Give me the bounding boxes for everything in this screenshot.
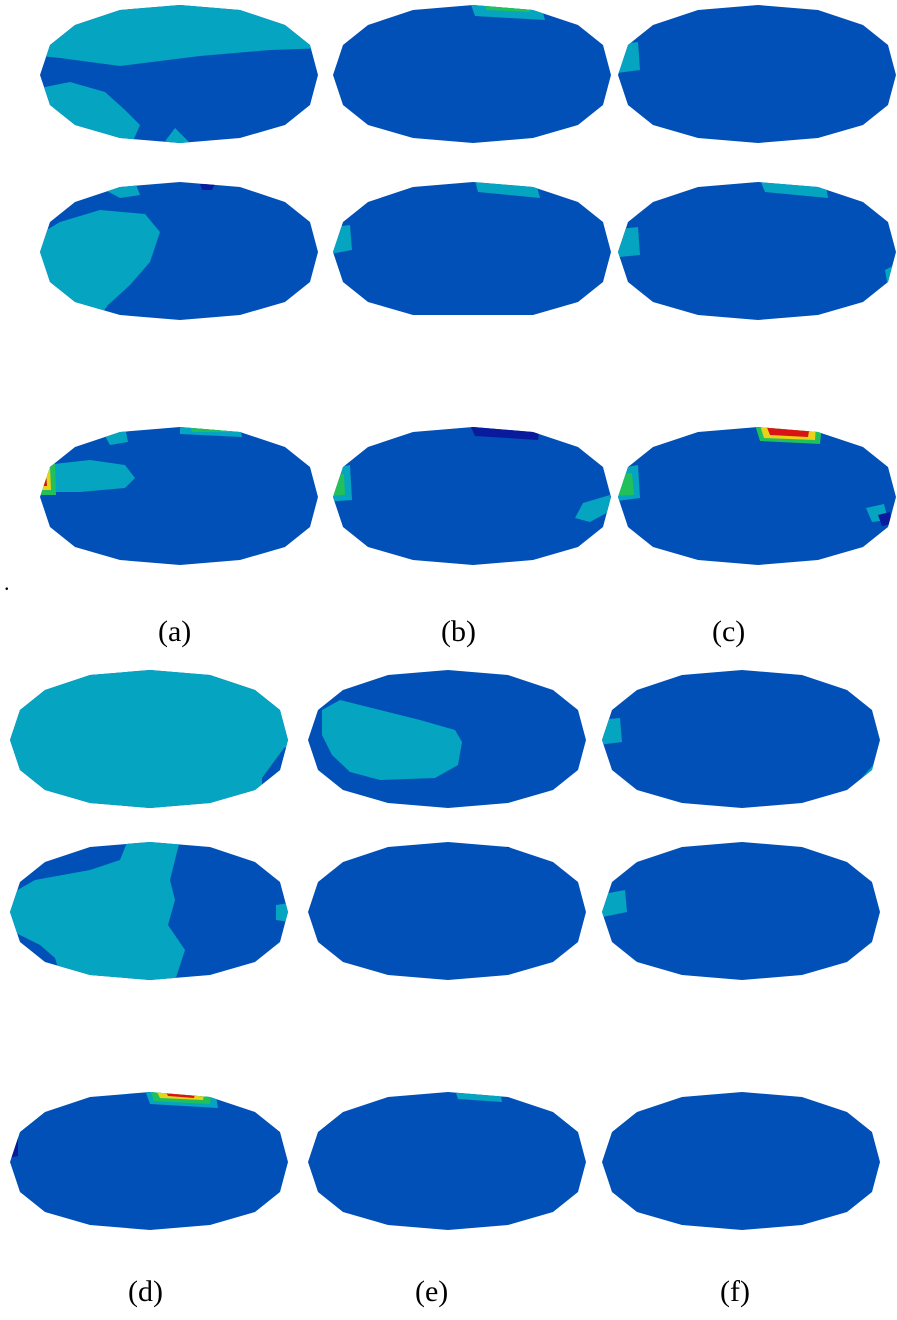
green-spot — [618, 473, 634, 496]
ellipse-body — [602, 1092, 880, 1230]
panel-b-contour-2 — [333, 182, 611, 315]
panel-e-contour-1 — [308, 670, 586, 808]
panel-d-contour-2 — [10, 842, 288, 980]
ellipse-body — [308, 1092, 586, 1230]
ellipse-body — [333, 427, 611, 565]
panel-label-c: (c) — [712, 615, 746, 648]
cyan-region — [602, 718, 622, 745]
panel-d-contour-3 — [10, 1092, 288, 1230]
ellipse-body — [333, 182, 611, 315]
panel-c-contour-2 — [618, 182, 896, 320]
cyan-region — [575, 495, 611, 522]
yellow-spot — [40, 467, 51, 490]
ellipse-body — [618, 182, 896, 320]
red-spot — [40, 472, 47, 486]
panel-f-contour-3 — [602, 1092, 880, 1230]
ellipse-body — [308, 842, 586, 980]
panel-f-contour-2 — [602, 842, 880, 980]
dark-blue-spot — [878, 512, 892, 526]
panel-b-contour-3 — [333, 427, 611, 565]
cyan-region — [160, 128, 195, 143]
cyan-region — [322, 700, 462, 780]
cyan-region — [618, 42, 640, 74]
dark-blue-spot — [200, 184, 215, 190]
ellipse-body — [333, 5, 611, 143]
ellipse-body — [618, 5, 896, 143]
panel-e-contour-2 — [308, 842, 586, 980]
ellipse-body — [618, 427, 896, 565]
panel-f-contour-1 — [602, 670, 880, 808]
panel-a-contour-3 — [40, 427, 318, 565]
panel-c-contour-1 — [618, 5, 896, 143]
cyan-region — [10, 842, 185, 980]
ellipse-body — [40, 427, 318, 565]
panel-label-f: (f) — [720, 1275, 750, 1308]
panel-label-a: (a) — [158, 615, 192, 648]
dark-blue-spot — [10, 1138, 18, 1158]
panel-label-b: (b) — [441, 615, 476, 648]
cyan-region — [276, 903, 288, 922]
panel-c-contour-3 — [618, 427, 896, 565]
panel-d-contour-1 — [10, 670, 288, 808]
panel-a-contour-1 — [40, 5, 318, 143]
cyan-region — [618, 227, 640, 258]
cyan-region — [40, 5, 318, 66]
ellipse-body — [602, 670, 880, 808]
stray-dot-mark: . — [4, 570, 10, 595]
panel-b-contour-1 — [333, 5, 611, 143]
cyan-region — [10, 670, 288, 808]
panel-label-e: (e) — [415, 1275, 449, 1308]
green-spot — [333, 474, 345, 496]
panel-a-contour-2 — [40, 182, 318, 320]
cyan-region — [333, 225, 352, 255]
cyan-region — [45, 460, 135, 492]
ellipse-body — [10, 1092, 288, 1230]
panel-label-d: (d) — [128, 1275, 163, 1308]
panel-e-contour-3 — [308, 1092, 586, 1230]
ellipse-body — [602, 842, 880, 980]
green-spot — [190, 427, 232, 432]
